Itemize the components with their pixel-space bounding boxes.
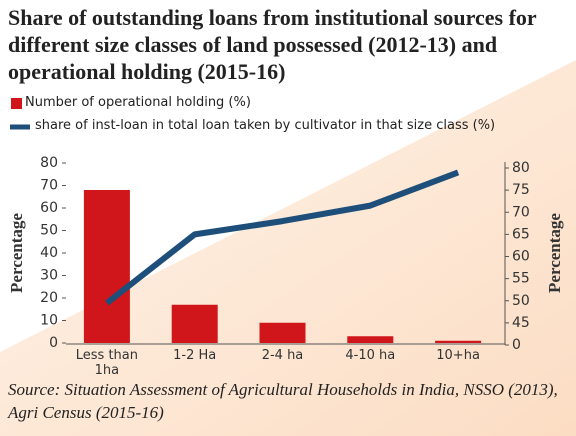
y2-tick-label: 0 (512, 337, 521, 353)
legend-label: share of inst-loan in total loan taken b… (35, 118, 496, 133)
y2-tick-label: 45 (512, 315, 530, 331)
y-tick-label: 30 (40, 268, 58, 284)
line (105, 169, 460, 306)
bar (435, 340, 482, 343)
y2-tick-label: 65 (512, 226, 530, 242)
y-tick-label: 80 (40, 155, 58, 171)
y2-tick-label: 50 (512, 293, 530, 309)
y-tick-label: 60 (40, 200, 58, 216)
source: Source: Situation Assessment of Agricult… (8, 380, 558, 422)
y2-axis-label: Percentage (545, 213, 564, 293)
y-tick-label: 70 (40, 178, 58, 194)
y-tick-label: 0 (49, 335, 58, 351)
y2-tick-label: 75 (512, 182, 530, 198)
x-tick-label: 1-2 Ha (173, 348, 217, 363)
bar (171, 304, 218, 343)
chart-title: Share of outstanding loans from institut… (8, 5, 537, 84)
y2-tick-label: 60 (512, 249, 530, 265)
x-tick-label: 10+ha (436, 348, 480, 363)
y-tick-label: 50 (40, 223, 58, 239)
bar (83, 190, 130, 343)
x-tick-label: Less than 1ha (75, 348, 138, 378)
legend-label: Number of operational holding (%) (25, 95, 251, 110)
x-tick-label: 4-10 ha (345, 348, 396, 363)
y-axis-label: Percentage (7, 213, 26, 293)
y-tick-label: 10 (40, 313, 58, 329)
bar (347, 336, 394, 343)
legend-swatch (11, 98, 22, 109)
y2-tick-label: 55 (512, 271, 530, 287)
y-tick-label: 20 (40, 290, 58, 306)
y2-tick-label: 70 (512, 204, 530, 220)
y2-tick-label: 80 (512, 160, 530, 176)
background-shape (0, 60, 576, 436)
y-tick-label: 40 (40, 245, 58, 261)
x-tick-label: 2-4 ha (261, 348, 304, 363)
bar (259, 322, 306, 343)
